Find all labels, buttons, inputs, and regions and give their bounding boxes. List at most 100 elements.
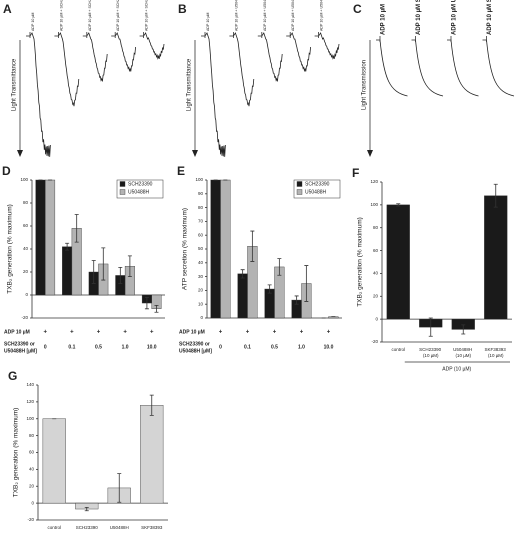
y-tick-label: 100	[20, 177, 28, 182]
legend-swatch	[119, 189, 126, 195]
row-mark: +	[150, 330, 154, 336]
error-bar	[65, 242, 70, 251]
trace-label: ADP 10 µM + U50488H 10 µM	[263, 0, 267, 31]
trace	[229, 32, 255, 107]
y-axis-label: TXB₂ generation (% maximum)	[13, 408, 20, 498]
legend-label: SCH23390	[305, 181, 330, 187]
trace-label: ADP 10 µM + U50488H 100 µM	[320, 0, 324, 31]
trace-label: ADP 10 µM SKF38393 10 µM	[487, 0, 493, 35]
x-tick-label: SKF38393 (10 µM)	[484, 347, 507, 358]
x-tick-label: U50488H (10 µM)	[453, 347, 473, 358]
trace-label: ADP 10 µM + U50488H 1µM	[234, 0, 238, 31]
row-mark: +	[70, 330, 74, 336]
trace	[447, 39, 479, 97]
trace-label: ADP 10 µM + SCH23390 50 µM	[116, 0, 120, 31]
trace	[26, 32, 51, 157]
legend-label: U50488H	[305, 189, 327, 195]
row-mark: +	[327, 330, 331, 336]
trace-label: ADP 10 µM + SCH23390 10 µM	[88, 0, 92, 31]
x-tick-label: control	[47, 525, 61, 530]
bar	[210, 179, 221, 319]
y-axis-label: Light Transmittance	[12, 58, 18, 111]
y-tick-label: 50	[198, 246, 204, 251]
trace-label: ADP 10 µM	[31, 13, 35, 31]
error-bar	[493, 183, 498, 208]
y-tick-label: 20	[198, 288, 204, 293]
bar	[484, 195, 508, 320]
error-bar	[101, 247, 106, 281]
panel-label: C	[353, 2, 362, 16]
y-tick-label: 90	[198, 191, 204, 196]
y-tick-label: 0	[375, 316, 378, 321]
y-tick-label: 80	[198, 205, 204, 210]
row-label: ADP 10 µM	[179, 329, 205, 335]
y-tick-label: 80	[373, 225, 379, 230]
y-tick-label: 20	[29, 483, 35, 488]
trace-label: ADP 10 µM + SCH23390 100 µM	[145, 0, 149, 31]
row-label: U50488H [µM]	[179, 348, 212, 354]
error-bar	[277, 258, 282, 276]
error-bar	[144, 296, 149, 310]
trace	[286, 32, 311, 73]
bar	[237, 273, 248, 319]
error-bar	[149, 394, 154, 416]
trace	[314, 32, 340, 60]
trace	[82, 32, 108, 82]
y-axis-label: ATP secretion (% maximum)	[182, 208, 189, 290]
trace	[111, 32, 136, 73]
x-tick-label: 0	[219, 344, 222, 350]
legend-box	[116, 179, 164, 199]
trace-label: ADP 10 µM	[381, 4, 387, 35]
x-tick-label: 0.1	[68, 344, 75, 350]
y-tick-label: 40	[23, 246, 29, 251]
y-tick-label: 70	[198, 219, 204, 224]
bar	[386, 204, 410, 320]
y-tick-label: 80	[23, 200, 29, 205]
row-label: ADP 10 µM	[4, 329, 30, 335]
y-axis-label: TXB₂ generation (% maximum)	[7, 204, 14, 294]
error-bar	[267, 284, 272, 294]
y-tick-label: 100	[195, 177, 203, 182]
y-tick-label: -20	[21, 315, 28, 320]
error-bar	[74, 214, 79, 243]
y-tick-label: 30	[198, 274, 204, 279]
error-bar	[84, 506, 89, 512]
trace	[139, 32, 165, 60]
arrow-head	[192, 150, 198, 157]
bar	[42, 418, 66, 504]
y-tick-label: 40	[29, 467, 35, 472]
x-tick-label: 1.0	[298, 344, 305, 350]
y-axis-label: Light Transmission	[362, 60, 368, 110]
row-mark: +	[219, 330, 223, 336]
row-label: SCH23390 or	[4, 341, 35, 347]
row-mark: +	[246, 330, 250, 336]
arrow-head	[17, 150, 23, 157]
y-tick-label: 60	[29, 450, 35, 455]
row-label: SCH23390 or	[179, 341, 210, 347]
legend-swatch	[296, 189, 303, 195]
error-bar	[428, 317, 433, 337]
trace	[376, 39, 408, 97]
error-bar	[294, 295, 299, 305]
x-tick-label: 0	[44, 344, 47, 350]
panel-label: F	[352, 166, 359, 180]
bar	[35, 179, 46, 296]
x-tick-label: control	[391, 347, 405, 352]
trace	[201, 32, 226, 157]
y-tick-label: 20	[23, 269, 29, 274]
bar	[220, 179, 231, 319]
trace-label: ADP 10 µM + SCH23390 1µM	[59, 0, 63, 31]
y-tick-label: 100	[370, 202, 378, 207]
panel-label: E	[177, 164, 185, 178]
y-axis-label: Light Transmittance	[187, 58, 193, 111]
y-tick-label: 120	[26, 399, 34, 404]
x-tick-label: SCH23390	[76, 525, 99, 530]
x-tick-label: 1.0	[122, 344, 129, 350]
trace-label: ADP 10 µM U50488H 10 µM	[452, 0, 458, 35]
x-tick-label: 0.5	[271, 344, 278, 350]
trace	[257, 32, 283, 82]
legend-label: U50488H	[128, 189, 150, 195]
panel-label: A	[3, 2, 12, 16]
error-bar	[250, 230, 255, 262]
